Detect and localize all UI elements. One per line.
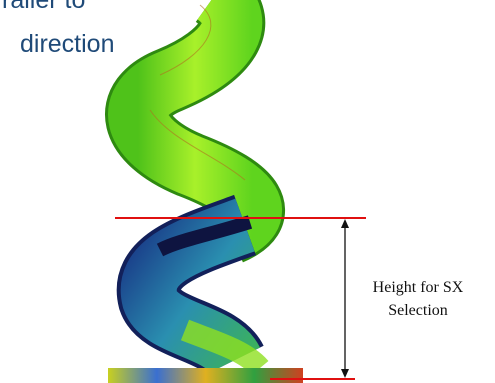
page: railer to direction Height for SX Select… [0, 0, 495, 383]
figure: railer to direction Height for SX Select… [0, 0, 495, 383]
annotation-line: Selection [388, 302, 448, 319]
heading-line: railer to [2, 0, 85, 14]
height-arrow [341, 219, 349, 378]
heading-line: direction [20, 30, 115, 58]
annotation-line: Height for SX [373, 279, 464, 296]
